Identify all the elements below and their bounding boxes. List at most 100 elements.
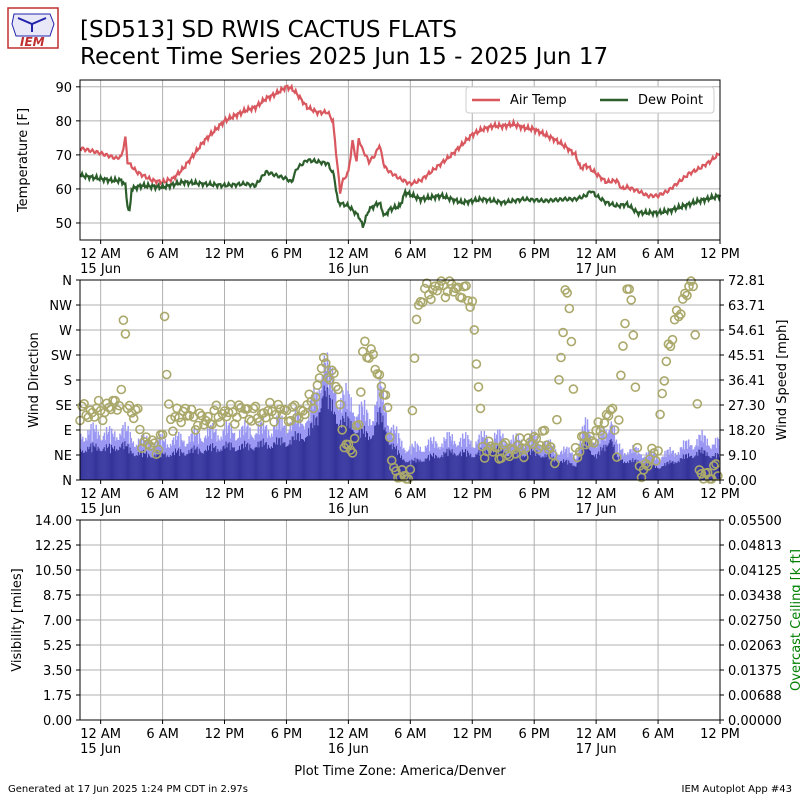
wind-speed-bar xyxy=(261,446,264,480)
wind-speed-bar xyxy=(678,462,681,480)
wind-speed-tick-label: 18.20 xyxy=(728,424,765,439)
wind-speed-bar xyxy=(304,441,306,480)
wind-speed-bar xyxy=(352,429,354,480)
wind-direction-point xyxy=(531,433,542,444)
wind-speed-bar xyxy=(168,457,171,480)
ceiling-y2-axis-label: Overcast Ceiling [k ft] xyxy=(789,549,800,691)
wind-speed-bar xyxy=(272,448,274,480)
wind-speed-bar xyxy=(226,447,229,480)
wind-speed-bar xyxy=(578,457,581,480)
wind-speed-tick-label: 72.81 xyxy=(728,274,765,289)
wind-speed-bar xyxy=(342,415,344,480)
wind-speed-bar xyxy=(146,451,148,480)
wind-speed-bar xyxy=(314,425,316,480)
wind-speed-bar xyxy=(354,435,357,480)
wind-speed-bar xyxy=(82,450,84,480)
wind-x-tick-label: 12 PM xyxy=(452,487,492,502)
ceiling-y2-tick-label: 0.05500 xyxy=(728,514,782,529)
wind-speed-bar xyxy=(601,450,603,480)
wind-speed-bar xyxy=(259,441,262,480)
wind-speed-bar xyxy=(309,435,311,480)
wind-speed-bar xyxy=(685,454,688,480)
app-label: IEM Autoplot App #43 xyxy=(681,784,792,795)
wind-speed-bar xyxy=(482,450,485,480)
wind-speed-bar xyxy=(83,452,85,480)
wind-speed-bar xyxy=(172,451,175,480)
wind-speed-bar xyxy=(609,439,611,480)
wind-direction-point xyxy=(211,400,222,411)
wind-direction-point xyxy=(236,402,246,413)
wind-x-tick-label: 12 AM xyxy=(80,487,121,502)
wind-speed-bar xyxy=(264,442,267,480)
wind-speed-bar xyxy=(278,438,280,480)
wind-direction-point xyxy=(516,443,527,453)
wind-speed-bar xyxy=(608,443,610,480)
wind-speed-bar xyxy=(537,453,539,480)
wind-speed-bar xyxy=(297,432,300,480)
wind-direction-point xyxy=(273,399,284,410)
wind-speed-bar xyxy=(284,442,286,480)
wind-speed-bar xyxy=(86,452,88,480)
wind-speed-bar xyxy=(361,429,364,480)
wind-speed-bar xyxy=(376,422,378,480)
wind-speed-bar xyxy=(85,450,87,480)
wind-speed-bar xyxy=(621,459,624,480)
wind-speed-bar xyxy=(433,452,435,480)
wind-direction-point xyxy=(360,336,370,347)
wind-speed-bar xyxy=(308,428,310,480)
temp-frame xyxy=(79,79,721,241)
wind-direction-point xyxy=(591,425,601,436)
wind-speed-bar xyxy=(178,448,180,480)
wind-speed-bar xyxy=(289,440,291,480)
wind-speed-bar xyxy=(263,444,266,480)
wind-direction-point xyxy=(688,281,699,292)
wind-speed-bar xyxy=(553,461,556,480)
wind-direction-point xyxy=(554,374,564,385)
wind-direction-point xyxy=(609,425,620,435)
wind-speed-bar xyxy=(124,441,126,480)
wind-x-tick-label: 12 AM xyxy=(328,487,369,502)
vis-x-date-label: 15 Jun xyxy=(80,742,121,757)
wind-direction-point xyxy=(161,369,172,380)
wind-speed-bar xyxy=(402,459,404,480)
wind-speed-bar xyxy=(118,450,120,480)
wind-direction-point xyxy=(680,288,690,299)
wind-speed-bar xyxy=(543,457,545,480)
wind-speed-bar xyxy=(212,443,214,480)
wind-speed-bar xyxy=(642,465,645,480)
wind-speed-bar xyxy=(483,447,486,480)
wind-direction-point xyxy=(618,341,628,351)
wind-direction-point xyxy=(215,417,226,428)
wind-speed-bar xyxy=(327,409,330,480)
wind-direction-point xyxy=(587,436,597,446)
wind-speed-bar xyxy=(549,453,552,480)
wind-speed-bar xyxy=(545,457,547,480)
wind-speed-bar xyxy=(408,461,410,480)
chart-title: [SD513] SD RWIS CACTUS FLATS xyxy=(80,17,457,43)
wind-speed-bar xyxy=(649,465,652,480)
wind-speed-bar xyxy=(660,468,662,480)
wind-dir-tick-label: NW xyxy=(49,299,72,314)
wind-speed-bar xyxy=(528,451,530,480)
wind-speed-bar xyxy=(661,466,663,480)
wind-speed-bar xyxy=(343,418,345,480)
wind-speed-bar xyxy=(176,452,178,480)
wind-speed-tick-label: 36.41 xyxy=(728,374,765,389)
temp-y-axis-label: Temperature [F] xyxy=(16,108,31,213)
wind-direction-point xyxy=(349,433,360,444)
wind-direction-point xyxy=(572,452,583,463)
wind-speed-bar xyxy=(180,449,182,480)
wind-speed-bar xyxy=(520,452,523,480)
wind-speed-bar xyxy=(452,454,455,480)
wind-speed-bar xyxy=(619,460,622,480)
wind-speed-bar xyxy=(92,442,94,480)
wind-direction-point xyxy=(407,405,418,416)
wind-speed-bar xyxy=(359,437,362,480)
wind-speed-bar xyxy=(596,458,598,480)
vis-x-tick-label: 6 PM xyxy=(518,727,549,742)
wind-dir-tick-label: N xyxy=(62,474,72,489)
wind-direction-point xyxy=(77,401,87,412)
wind-direction-point xyxy=(380,390,391,400)
wind-direction-point xyxy=(151,449,162,460)
wind-direction-point xyxy=(673,311,684,322)
